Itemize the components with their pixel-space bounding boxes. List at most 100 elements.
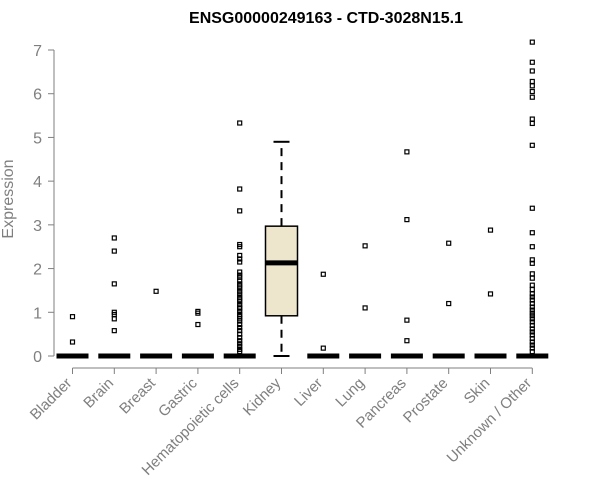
y-tick-label: 4 [33,174,42,191]
outlier-point [237,338,243,344]
outlier-point [529,244,535,250]
outlier-point [529,59,535,65]
outlier-point [111,248,117,254]
y-tick-label: 6 [33,87,42,104]
outlier-point [237,259,243,265]
outlier-point [237,291,243,297]
box-group [474,227,507,359]
outlier-point [529,316,535,322]
outlier-point [529,304,535,310]
outlier-point [237,120,243,126]
box-group [181,308,214,359]
outlier-point [529,230,535,236]
outlier-point [237,285,243,291]
outlier-point [237,244,243,250]
outlier-point [404,317,410,323]
outlier-point [529,310,535,316]
box-group [432,240,465,359]
outlier-point [529,116,535,122]
y-tick-label: 2 [33,262,42,279]
box-group [264,140,299,357]
x-tick-label: Skin [461,375,494,408]
outlier-point [237,256,243,262]
outlier-point [529,83,535,89]
outlier-point [362,243,368,249]
outlier-point [529,329,535,335]
plot-area [56,39,549,359]
x-tick-label: Kidney [240,374,285,419]
y-axis-label: Expression [0,159,17,238]
outlier-point [237,208,243,214]
y-tick-label: 0 [33,349,42,366]
outlier-point [529,142,535,148]
outlier-point [69,314,76,320]
box-group [516,39,549,359]
outlier-point [195,321,201,328]
outlier-point [529,271,535,277]
outlier-point [237,288,243,294]
outlier-point [529,339,535,345]
outlier-point [529,39,535,45]
outlier-point [529,291,535,297]
outlier-point [195,310,201,316]
box-group [349,243,382,359]
outlier-point [529,68,535,74]
outlier-point [237,269,243,275]
x-tick-label: Liver [291,375,326,410]
outlier-point [237,186,243,192]
box-group [390,149,423,359]
outlier-point [237,324,243,331]
outlier-point [529,307,535,313]
outlier-point [529,275,535,281]
outlier-point [529,120,535,127]
outlier-point [320,271,326,277]
outlier-point [237,306,243,312]
outlier-point [404,217,410,223]
outlier-point [529,326,535,332]
y-tick-label: 5 [33,130,42,147]
outlier-point [237,341,243,347]
outlier-point [320,345,326,351]
y-tick-label: 7 [33,43,42,60]
outlier-point [111,235,117,241]
outlier-point [529,205,535,211]
outlier-point [237,308,243,315]
outlier-point [69,339,76,345]
outlier-point [529,260,535,266]
box-group [56,314,89,359]
outlier-point [446,240,452,246]
outlier-point [529,294,535,300]
outlier-point [237,343,243,349]
x-tick-label: Bladder [27,375,76,424]
chart-title: ENSG00000249163 - CTD-3028N15.1 [189,10,463,27]
box-group [98,235,131,359]
outlier-point [529,313,535,319]
outlier-point [487,291,494,297]
outlier-point [529,342,535,348]
outlier-point [404,338,410,344]
box-iqr [264,225,299,317]
x-tick-label: Brain [80,375,117,412]
outlier-point [237,349,243,355]
outlier-point [237,278,243,284]
y-axis: 0 1 2 3 4 5 6 7 [33,43,55,366]
outlier-point [529,282,535,288]
outlier-point [111,328,117,334]
x-tick-label: Lung [332,375,368,411]
outlier-point [237,335,243,341]
outlier-point [529,94,535,100]
outlier-point [237,298,243,304]
outlier-point [153,288,159,294]
box-group [307,271,340,359]
outlier-point [404,149,410,155]
outlier-point [362,305,368,311]
outlier-point [529,286,535,293]
outlier-point [446,300,452,307]
outlier-point [529,349,535,355]
outlier-point [529,78,535,85]
outlier-point [529,88,535,95]
outlier-point [111,316,117,322]
x-tick-label: Prostate [400,375,452,427]
